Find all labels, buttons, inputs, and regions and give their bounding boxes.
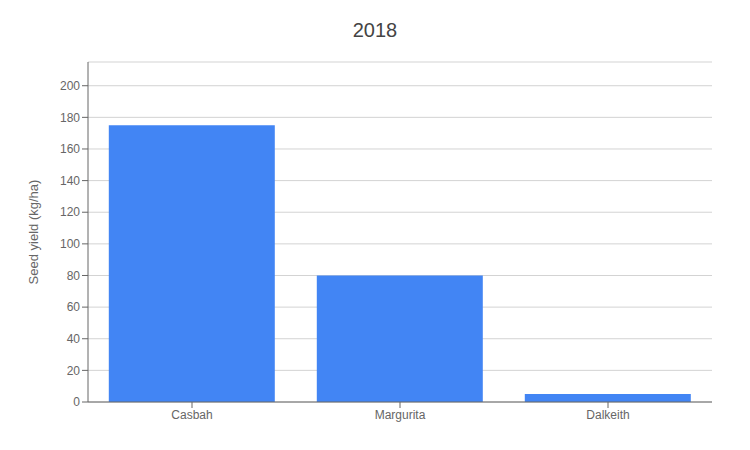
svg-text:Seed yield (kg/ha): Seed yield (kg/ha) (26, 180, 41, 285)
html-text:2018: 2018 (352, 19, 398, 41)
svg-text:80: 80 (67, 269, 81, 283)
svg-text:160: 160 (60, 142, 80, 156)
svg-text:20: 20 (67, 364, 81, 378)
svg-text:40: 40 (67, 332, 81, 346)
svg-text:Dalkeith: Dalkeith (586, 408, 629, 422)
svg-text:100: 100 (60, 237, 80, 251)
svg-text:60: 60 (67, 300, 81, 314)
svg-text:200: 200 (60, 79, 80, 93)
svg-text:Casbah: Casbah (171, 408, 212, 422)
svg-text:Margurita: Margurita (375, 408, 426, 422)
svg-text:140: 140 (60, 174, 80, 188)
svg-text:0: 0 (73, 395, 80, 409)
svg-text:180: 180 (60, 111, 80, 125)
svg-text:120: 120 (60, 205, 80, 219)
